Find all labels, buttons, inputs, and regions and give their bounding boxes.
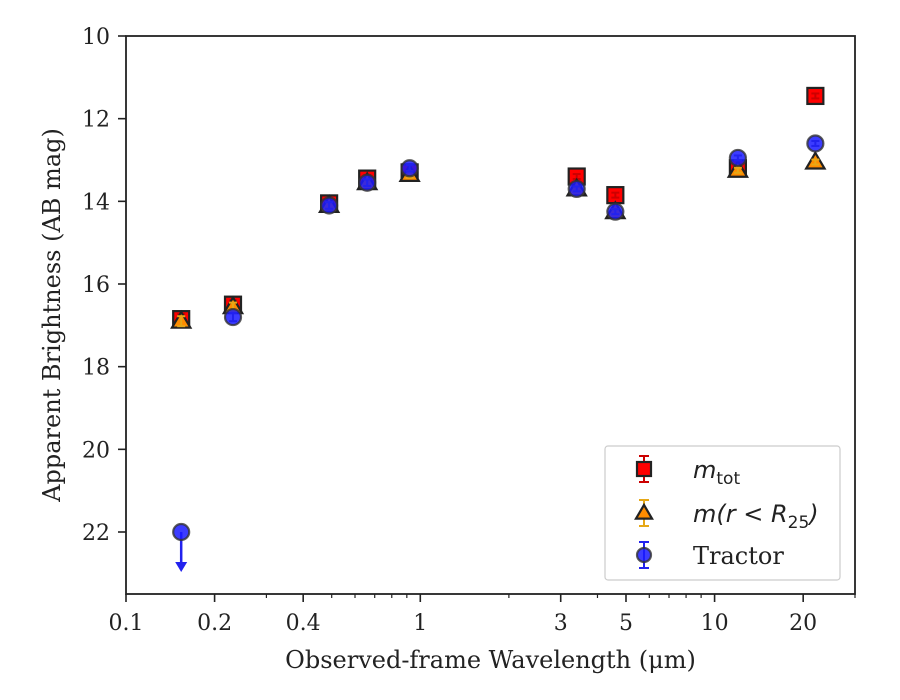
- x-axis: 0.1 0.2 0.4 1 3 5 10 20: [109, 594, 856, 636]
- series-1: [170, 150, 827, 329]
- x-tick-label-7: 20: [789, 611, 817, 636]
- legend: mtot m(r < R25) Tractor: [604, 445, 841, 581]
- x-tick-label-1: 0.2: [197, 611, 232, 636]
- legend-label-0: mtot: [693, 456, 740, 489]
- legend-box: [604, 445, 841, 581]
- legend-label-2: Tractor: [693, 542, 784, 570]
- y-tick-label-4: 18: [82, 356, 110, 381]
- y-tick-label-6: 22: [82, 521, 110, 546]
- plot-frame: [125, 35, 856, 595]
- legend-marker-1: [634, 502, 654, 520]
- y-axis: 10 12 14 16 18 20 22: [82, 25, 126, 546]
- upper-limit-arrowhead-2-0: [175, 562, 188, 572]
- y-tick-label-2: 14: [82, 190, 110, 215]
- x-axis-title: Observed-frame Wavelength (μm): [285, 646, 696, 674]
- y-tick-label-1: 12: [82, 108, 110, 133]
- x-tick-label-2: 0.4: [286, 611, 321, 636]
- x-tick-label-4: 3: [554, 611, 568, 636]
- legend-marker-2: [635, 546, 653, 564]
- y-tick-label-5: 20: [82, 438, 110, 463]
- series-0: [172, 86, 825, 329]
- y-tick-label-0: 10: [82, 25, 110, 50]
- x-tick-label-0: 0.1: [109, 611, 144, 636]
- x-tick-label-3: 1: [413, 611, 427, 636]
- x-tick-label-5: 5: [619, 611, 633, 636]
- legend-label-1: m(r < R25): [693, 500, 819, 533]
- y-axis-title: Apparent Brightness (AB mag): [38, 128, 66, 503]
- y-tick-label-3: 16: [82, 273, 110, 298]
- point-2-0: [172, 522, 191, 542]
- x-tick-label-6: 10: [701, 611, 729, 636]
- plot-marks: [170, 86, 827, 572]
- legend-marker-0: [635, 460, 653, 478]
- series-2: [172, 134, 825, 572]
